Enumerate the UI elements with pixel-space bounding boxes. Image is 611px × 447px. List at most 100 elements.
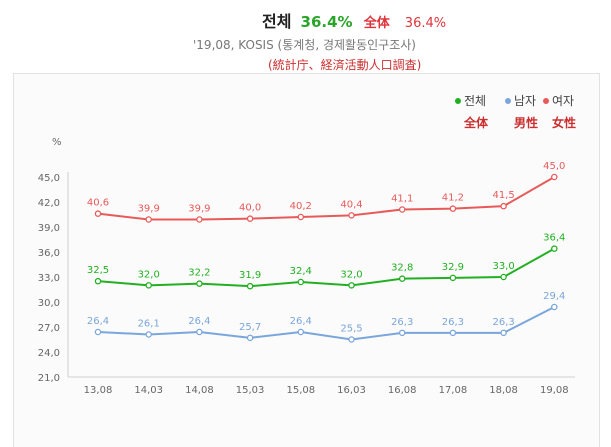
data-label: 26,3 [492, 317, 514, 328]
data-label: 32,4 [290, 266, 312, 277]
data-point [196, 280, 203, 287]
x-tick-label: 14,03 [134, 385, 163, 396]
data-point [398, 275, 406, 282]
y-tick-label: 45,0 [38, 173, 60, 184]
data-point [297, 278, 305, 286]
data-label: 40,0 [239, 203, 261, 214]
data-label: 40,6 [87, 198, 109, 209]
data-label: 41,2 [442, 193, 464, 204]
data-point [145, 216, 152, 223]
legend-label-hanja: 男性 [514, 115, 538, 130]
x-tick-label: 15,08 [286, 385, 315, 396]
title-row: 전체 36.4% 全体 36.4% [262, 8, 446, 32]
legend-marker [543, 98, 549, 104]
data-label: 25,5 [340, 324, 362, 335]
x-tick-label: 16,03 [337, 385, 366, 396]
data-point [551, 245, 558, 252]
data-point [94, 210, 102, 217]
data-point [297, 213, 305, 221]
data-label: 32,5 [87, 265, 109, 276]
source-note: '19,08, KOSIS (통계청, 경제활동인구조사) [193, 38, 416, 52]
x-tick-label: 18,08 [489, 385, 518, 396]
data-label: 26,3 [442, 317, 464, 328]
data-point [196, 328, 203, 336]
data-label: 26,1 [138, 319, 160, 330]
data-point [246, 282, 254, 290]
data-point [398, 206, 406, 213]
series-line-2 [97, 306, 555, 341]
data-label: 26,4 [290, 316, 312, 327]
x-tick-label: 16,08 [388, 385, 417, 396]
x-tick-label: 13,08 [84, 385, 113, 396]
data-label: 39,9 [138, 204, 160, 215]
data-point [551, 173, 558, 181]
data-point [348, 212, 355, 219]
data-label: 40,4 [340, 199, 362, 210]
y-tick-label: 24,0 [38, 348, 60, 359]
data-label: 32,8 [391, 263, 413, 274]
data-point [449, 205, 457, 212]
data-label: 25,7 [239, 322, 261, 333]
data-label: 33,0 [492, 261, 514, 272]
data-point [500, 273, 507, 281]
data-point [398, 329, 406, 337]
y-tick-label: 30,0 [38, 298, 60, 309]
data-point [145, 331, 152, 338]
data-point [297, 328, 305, 336]
y-tick-label: 36,0 [38, 248, 60, 259]
data-label: 29,4 [543, 291, 565, 302]
data-point [94, 277, 102, 285]
data-point [196, 216, 203, 223]
data-point [145, 282, 152, 289]
legend-label: 전체 [464, 94, 486, 108]
data-label: 26,4 [87, 316, 109, 327]
data-label: 32,0 [340, 269, 362, 280]
headline-value-2: 36.4% [404, 16, 447, 31]
legend-label: 여자 [552, 94, 574, 108]
legend-label-hanja: 女性 [552, 115, 576, 130]
data-label: 26,3 [391, 317, 413, 328]
data-label: 39,9 [188, 204, 210, 215]
x-tick-label: 17,08 [439, 385, 468, 396]
y-tick-label: 27,0 [38, 323, 60, 334]
data-point [551, 303, 558, 311]
data-label: 36,4 [543, 233, 565, 244]
series-line-1 [97, 247, 555, 288]
legend-label: 남자 [514, 94, 536, 108]
y-axis-unit-label: % [52, 137, 62, 148]
legend-marker [455, 98, 461, 104]
y-tick-label: 39,0 [38, 223, 60, 234]
chart-header: 전체 36.4% 全体 36.4% '19,08, KOSIS (통계청, 경제… [0, 0, 611, 74]
data-label: 45,0 [543, 161, 565, 172]
headline-value: 36.4% [300, 13, 353, 31]
data-point [500, 329, 507, 337]
data-label: 26,4 [188, 316, 210, 327]
chart-title: 전체 [262, 12, 292, 31]
data-point [246, 215, 254, 222]
y-tick-label: 33,0 [38, 273, 60, 284]
legend-label-hanja: 全体 [463, 115, 489, 130]
legend-marker [505, 98, 511, 104]
data-point [500, 202, 507, 210]
data-label: 32,2 [188, 268, 210, 279]
x-tick-label: 14,08 [185, 385, 214, 396]
data-point [246, 334, 254, 342]
data-label: 40,2 [290, 201, 312, 212]
x-tick-label: 15,03 [236, 385, 265, 396]
data-point [449, 329, 457, 337]
data-point [94, 328, 102, 336]
data-label: 31,9 [239, 270, 261, 281]
series-line-3 [97, 176, 555, 221]
data-point [348, 336, 355, 343]
data-label: 32,0 [138, 269, 160, 280]
data-point [449, 274, 457, 282]
y-tick-label: 42,0 [38, 198, 60, 209]
data-label: 41,5 [492, 190, 514, 201]
data-point [348, 282, 355, 289]
y-tick-label: 21,0 [38, 373, 60, 384]
data-label: 41,1 [391, 194, 413, 205]
chart-area [13, 73, 600, 447]
title-hanja: 全体 [363, 16, 390, 31]
data-label: 32,9 [442, 262, 464, 273]
